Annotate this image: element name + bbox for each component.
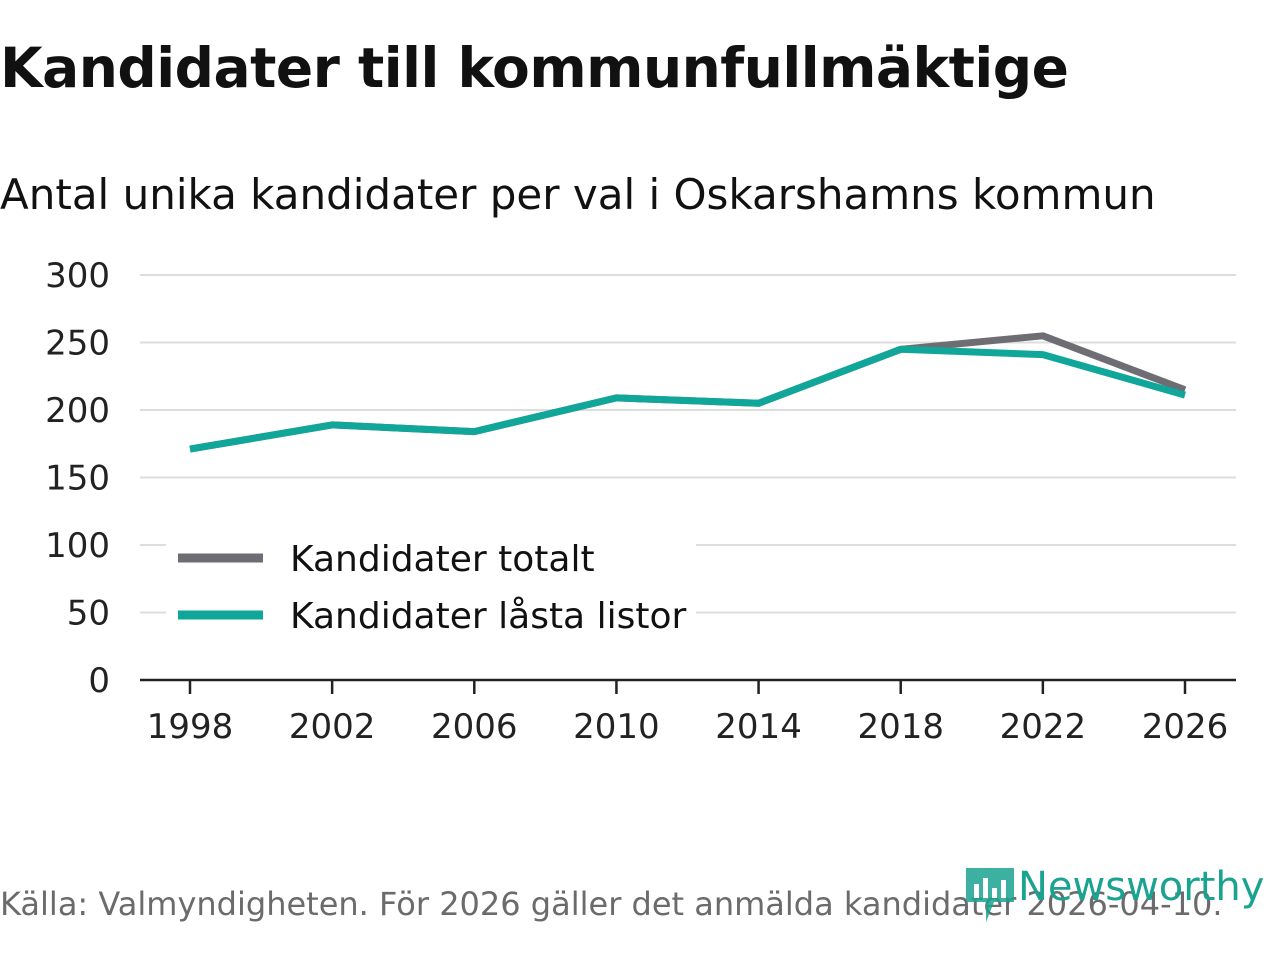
legend-label-locked-lists: Kandidater låsta listor xyxy=(290,596,686,637)
x-tick-label: 2026 xyxy=(1142,707,1229,747)
x-tick-label: 1998 xyxy=(147,707,234,747)
chart-title: Kandidater till kommunfullmäktige xyxy=(0,36,1069,100)
x-tick-label: 2010 xyxy=(573,707,660,747)
newsworthy-logo-icon xyxy=(966,868,1014,922)
x-tick-label: 2022 xyxy=(1000,707,1087,747)
legend-background xyxy=(166,528,696,640)
newsworthy-logo-text: Newsworthy xyxy=(1018,864,1265,910)
legend: Kandidater totalt Kandidater låsta listor xyxy=(166,528,696,640)
y-tick-label: 0 xyxy=(88,661,110,701)
legend-label-total: Kandidater totalt xyxy=(290,539,595,580)
y-tick-label: 50 xyxy=(67,594,110,634)
x-tick-label: 2018 xyxy=(857,707,944,747)
newsworthy-logo: Newsworthy xyxy=(964,862,1264,926)
y-tick-label: 200 xyxy=(45,391,110,431)
series-lines xyxy=(189,332,1187,453)
axes: 0 50 100 150 200 250 300 1998 2002 2006 2010 2014 20… xyxy=(45,256,1236,747)
y-tick-label: 300 xyxy=(45,256,110,296)
y-tick-label: 100 xyxy=(45,526,110,566)
x-tick-label: 2006 xyxy=(431,707,518,747)
y-tick-label: 250 xyxy=(45,324,110,364)
x-tick-label: 2002 xyxy=(289,707,376,747)
x-tick-label: 2014 xyxy=(715,707,802,747)
source-note: Källa: Valmyndigheten. För 2026 gäller d… xyxy=(0,885,1223,923)
y-tick-label: 150 xyxy=(45,459,110,499)
series-line-locked-lists xyxy=(189,345,1186,453)
chart-subtitle: Antal unika kandidater per val i Oskarsh… xyxy=(0,170,1156,219)
